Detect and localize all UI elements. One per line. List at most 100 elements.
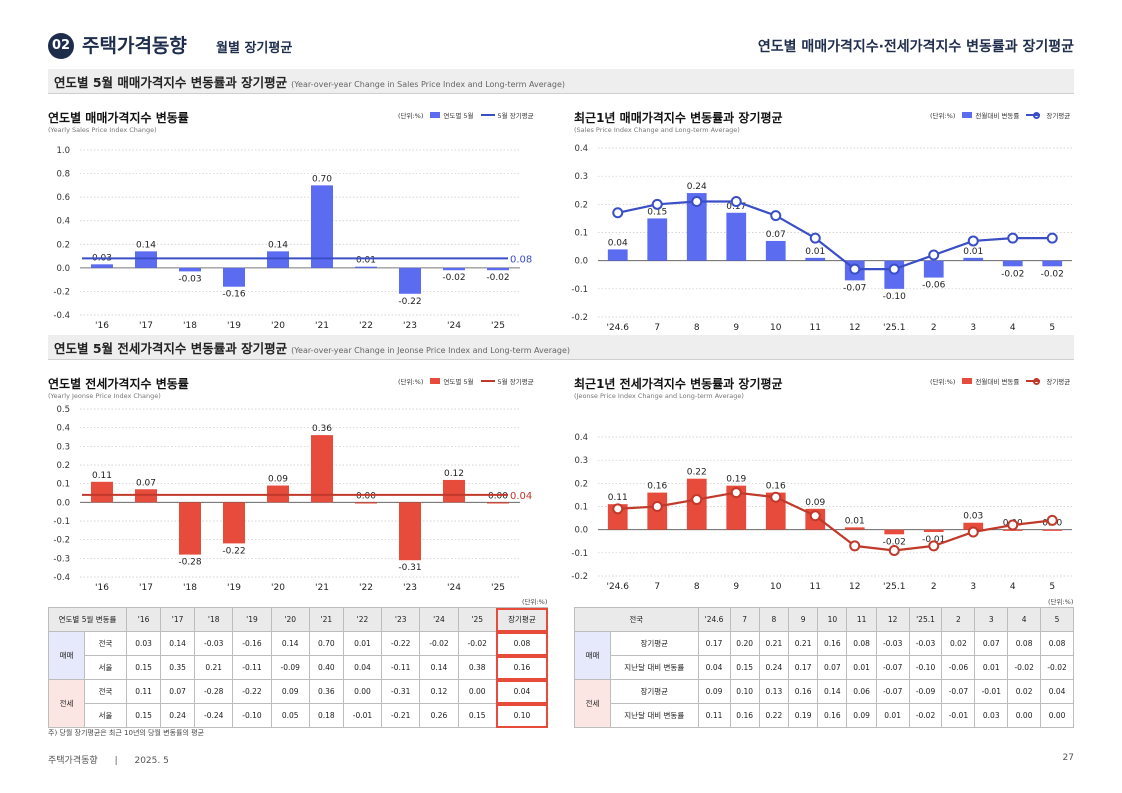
table-group-cell: 전세 <box>48 679 85 728</box>
section-title: 연도별 5월 매매가격지수 변동률과 장기평균 <box>54 75 288 90</box>
section-bar-sales: 연도별 5월 매매가격지수 변동률과 장기평균 (Year-over-year C… <box>48 69 1074 94</box>
table-cell: 0.07 <box>817 655 848 680</box>
table-cell: 0.01 <box>974 655 1009 680</box>
table-footnote: 주) 당월 장기평균은 최근 10년의 당월 변동률의 평균 <box>48 729 205 737</box>
table-cell: 0.19 <box>787 703 819 728</box>
table-group-cell: 매매 <box>48 631 85 680</box>
table-cell: -0.22 <box>381 631 421 656</box>
y-tick-label: 1.0 <box>56 146 70 156</box>
table-cell: 0.03 <box>126 631 162 656</box>
table-header-cell: 2 <box>941 607 976 632</box>
average-point <box>651 501 663 512</box>
footer-date: 2025. 5 <box>134 756 169 766</box>
table-row-label: 지난달 대비 변동률 <box>610 703 699 728</box>
table-header-cell: '24.6 <box>697 607 731 632</box>
bar <box>223 267 245 287</box>
y-tick-label: 0.8 <box>56 170 70 180</box>
table-header-cell: '20 <box>270 607 310 632</box>
average-line <box>617 491 1053 552</box>
data-label: 0.19 <box>726 475 746 485</box>
table-header-cell: '22 <box>342 607 383 632</box>
page-right-title: 연도별 매매가격지수·전세가격지수 변동률과 장기평균 <box>757 39 1074 55</box>
legend-label: 연도별 5월 <box>443 378 474 386</box>
y-tick-label: -0.1 <box>571 549 588 559</box>
bar <box>1042 260 1063 267</box>
x-tick-label: 9 <box>733 582 739 592</box>
table-header-cell: 4 <box>1007 607 1042 632</box>
x-tick-label: '16 <box>95 583 109 593</box>
table-row: 지난달 대비 변동률 0.11 0.16 0.22 0.19 0.16 0.09 0.01 -0… <box>575 703 1074 728</box>
x-tick-label: 4 <box>1010 582 1016 592</box>
table-cell: 0.04 <box>697 655 731 680</box>
table-cell: 0.02 <box>941 631 976 656</box>
page-title: 주택가격동향 <box>82 35 187 57</box>
x-tick-label: 5 <box>1049 582 1055 592</box>
table-cell: 0.03 <box>974 703 1009 728</box>
data-label: 0.01 <box>845 516 865 526</box>
x-tick-label: '17 <box>139 583 153 593</box>
chart-subtitle: (Sales Price Index Change and Long-term … <box>574 126 740 134</box>
table-unit-label: (단위:%) <box>522 598 548 606</box>
table-cell: 0.08 <box>495 631 549 656</box>
section-subtitle: (Year-over-year Change in Sales Price In… <box>291 80 565 89</box>
table-cell: 0.26 <box>419 703 459 728</box>
legend-bar-swatch <box>430 378 441 384</box>
average-point <box>1046 514 1058 526</box>
bar <box>923 529 944 532</box>
data-label: 0.04 <box>608 238 628 248</box>
chart-legend: (단위:%) 연도별 5월 5월 장기평균 <box>398 110 534 120</box>
bar <box>963 522 984 530</box>
table-header-cell: 연도별 5월 변동률 <box>47 607 128 632</box>
table-row: 매매 장기평균 0.17 0.20 0.21 0.21 0.16 0.08 -0.03 -0.03… <box>574 631 1074 680</box>
chart-subtitle: (Yearly Sales Price Index Change) <box>48 126 157 134</box>
table-header-cell: '19 <box>232 607 272 632</box>
unit-label: (단위:%) <box>398 112 424 120</box>
table-cell: -0.07 <box>941 679 976 704</box>
table-row-label: 지난달 대비 변동률 <box>610 655 699 680</box>
x-tick-label: 2 <box>931 323 937 333</box>
y-tick-label: 0.4 <box>56 424 70 434</box>
average-point <box>730 487 742 499</box>
table-cell: 0.08 <box>846 631 877 656</box>
x-tick-label: 11 <box>810 323 821 333</box>
x-tick-label: 12 <box>849 582 860 592</box>
x-tick-label: '24 <box>447 321 461 331</box>
x-tick-label: '20 <box>271 321 285 331</box>
y-tick-label: 0.1 <box>56 480 70 490</box>
table-cell: 0.07 <box>974 631 1009 656</box>
data-label: 0.70 <box>312 174 332 184</box>
average-point <box>612 503 624 515</box>
average-point <box>612 207 624 219</box>
table-cell: -0.10 <box>908 655 943 680</box>
data-label: -0.02 <box>883 537 906 547</box>
data-label: -0.03 <box>178 274 201 284</box>
table-cell: 0.35 <box>160 655 196 680</box>
table-cell: -0.16 <box>232 631 272 656</box>
data-label: -0.22 <box>398 297 421 307</box>
data-label: 0.11 <box>608 493 628 503</box>
bar <box>267 251 289 268</box>
table-cell: 0.07 <box>160 679 196 704</box>
table-cell: 0.20 <box>729 631 760 656</box>
y-tick-label: -0.2 <box>571 572 588 582</box>
x-tick-label: 10 <box>770 582 782 592</box>
x-tick-label: '23 <box>403 321 417 331</box>
table-cell: -0.07 <box>875 655 910 680</box>
bar <box>91 264 113 268</box>
table-row: 서울 0.15 0.35 0.21 -0.11 -0.09 0.40 0.04 -0.11 0.1… <box>49 655 549 680</box>
table-cell: 0.04 <box>495 679 549 704</box>
average-label: 0.08 <box>510 254 532 265</box>
table-row: 서울 0.15 0.24 -0.24 -0.10 0.05 0.18 -0.01 -0.21 0.… <box>49 703 549 728</box>
footer-divider: | <box>114 756 118 766</box>
page-number: 27 <box>1062 753 1074 763</box>
table-cell: -0.02 <box>908 703 943 728</box>
data-label: 0.16 <box>647 482 667 492</box>
data-label: 0.14 <box>136 240 156 250</box>
table-cell: 0.13 <box>758 679 790 704</box>
table-cell: 0.08 <box>1007 631 1042 656</box>
average-point <box>1007 519 1019 531</box>
table-cell: 0.12 <box>419 679 459 704</box>
legend-label: 연도별 5월 <box>443 112 474 120</box>
table-row-label: 서울 <box>83 655 128 680</box>
table-cell: 0.09 <box>270 679 310 704</box>
